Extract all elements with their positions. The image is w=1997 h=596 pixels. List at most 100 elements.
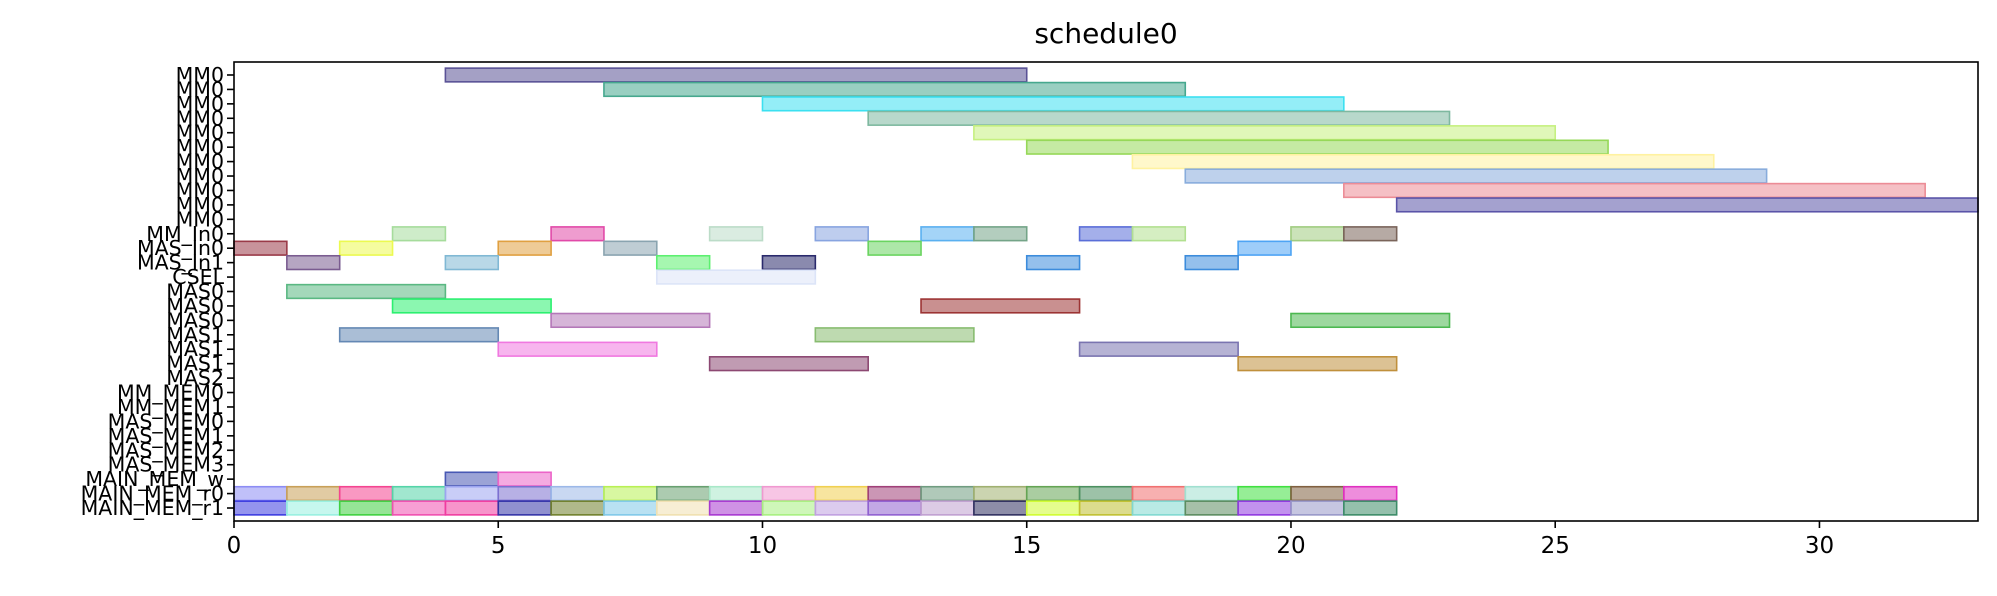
task-bar: [497, 500, 552, 516]
task-bar: [338, 240, 394, 256]
task-bar: [497, 485, 552, 502]
row-label: MAS0: [166, 280, 224, 304]
task-bar: [497, 341, 658, 357]
row-label: MM0: [176, 121, 224, 145]
task-bar: [973, 485, 1028, 502]
task-bar: [233, 485, 288, 502]
task-bar: [1025, 485, 1081, 502]
task-bar: [1343, 485, 1398, 502]
task-bar: [497, 240, 552, 256]
task-bar: [550, 500, 605, 516]
row-label: MM0: [176, 150, 224, 174]
row-label: MAS1: [166, 337, 224, 361]
task-bar: [233, 500, 288, 516]
row-label: MM0: [176, 106, 224, 130]
task-bar: [920, 298, 1081, 314]
task-bar: [708, 485, 764, 502]
task-bar: [1237, 356, 1398, 372]
task-bar: [1131, 485, 1187, 502]
row-label: MAS2: [166, 366, 224, 390]
task-bar: [867, 485, 922, 502]
task-bar: [973, 226, 1028, 242]
task-bar: [1025, 254, 1081, 271]
row-label: MAS_MEM1: [108, 424, 224, 449]
task-bar: [867, 110, 1451, 126]
x-tick-label: 15: [1012, 533, 1041, 559]
task-bar: [1343, 226, 1398, 242]
task-bar: [603, 240, 658, 256]
row-label: MAIN_MEM_r1: [81, 496, 224, 521]
row-label: MAS0: [166, 294, 224, 318]
task-bar: [338, 327, 500, 343]
x-tick-label: 20: [1276, 533, 1305, 559]
task-bar: [1184, 500, 1239, 516]
task-bar: [391, 500, 447, 516]
task-bar: [550, 226, 605, 242]
task-bar: [286, 254, 341, 271]
row-label: MM0: [176, 178, 224, 202]
row-label: MM0: [176, 164, 224, 188]
task-bar: [761, 96, 1345, 112]
task-bar: [391, 485, 447, 502]
row-label: MM0: [176, 77, 224, 101]
task-bar: [286, 485, 341, 502]
x-tick-label: 10: [748, 533, 777, 559]
task-bar: [761, 254, 817, 271]
task-bar: [444, 471, 500, 487]
task-bar: [444, 67, 1028, 83]
row-label: MAS_In0: [137, 236, 224, 261]
task-bar: [1078, 226, 1134, 242]
task-bar: [1184, 254, 1239, 271]
task-bar: [444, 254, 500, 271]
row-label: MAIN_MEM_r0: [81, 482, 224, 507]
task-bar: [1237, 485, 1292, 502]
row-label: MAS1: [166, 323, 224, 347]
row-label: MAS0: [166, 308, 224, 332]
x-axis: 0 5 10 15 20 25 30: [227, 521, 1834, 559]
task-bar: [391, 226, 447, 242]
row-label: MM0: [176, 135, 224, 159]
task-bar: [708, 226, 764, 242]
task-bar: [814, 485, 869, 502]
task-bar: [1237, 240, 1292, 256]
task-bar: [603, 81, 1187, 98]
task-bar: [920, 500, 975, 516]
task-bar: [444, 485, 500, 502]
task-bar: [761, 485, 817, 502]
bars-layer: [233, 67, 1979, 516]
task-bar: [603, 500, 658, 516]
task-bar: [867, 240, 922, 256]
task-bar: [761, 500, 817, 516]
row-label: MM0: [176, 207, 224, 231]
x-tick-label: 30: [1805, 533, 1834, 559]
task-bar: [1184, 168, 1768, 184]
task-bar: [233, 240, 288, 256]
task-bar: [286, 283, 447, 300]
task-bar: [814, 500, 869, 516]
task-bar: [1078, 500, 1134, 516]
task-bar: [1290, 226, 1345, 242]
task-bar: [1131, 500, 1187, 516]
task-bar: [1343, 500, 1398, 516]
task-bar: [1290, 312, 1451, 329]
task-bar: [1025, 500, 1081, 516]
task-bar: [814, 226, 869, 242]
x-tick-label: 0: [227, 533, 242, 559]
task-bar: [391, 298, 552, 314]
task-bar: [708, 500, 764, 516]
row-label: MM0: [176, 92, 224, 116]
task-bar: [1237, 500, 1292, 516]
task-bar: [708, 356, 869, 372]
task-bar: [655, 485, 711, 502]
task-bar: [1184, 485, 1239, 502]
task-bar: [1131, 226, 1187, 242]
task-bar: [603, 485, 658, 502]
task-bar: [1131, 153, 1715, 170]
task-bar: [444, 500, 500, 516]
task-bar: [286, 500, 341, 516]
chart-title: schedule0: [1034, 17, 1177, 50]
task-bar: [867, 500, 922, 516]
row-label: MAS_In1: [137, 251, 224, 276]
